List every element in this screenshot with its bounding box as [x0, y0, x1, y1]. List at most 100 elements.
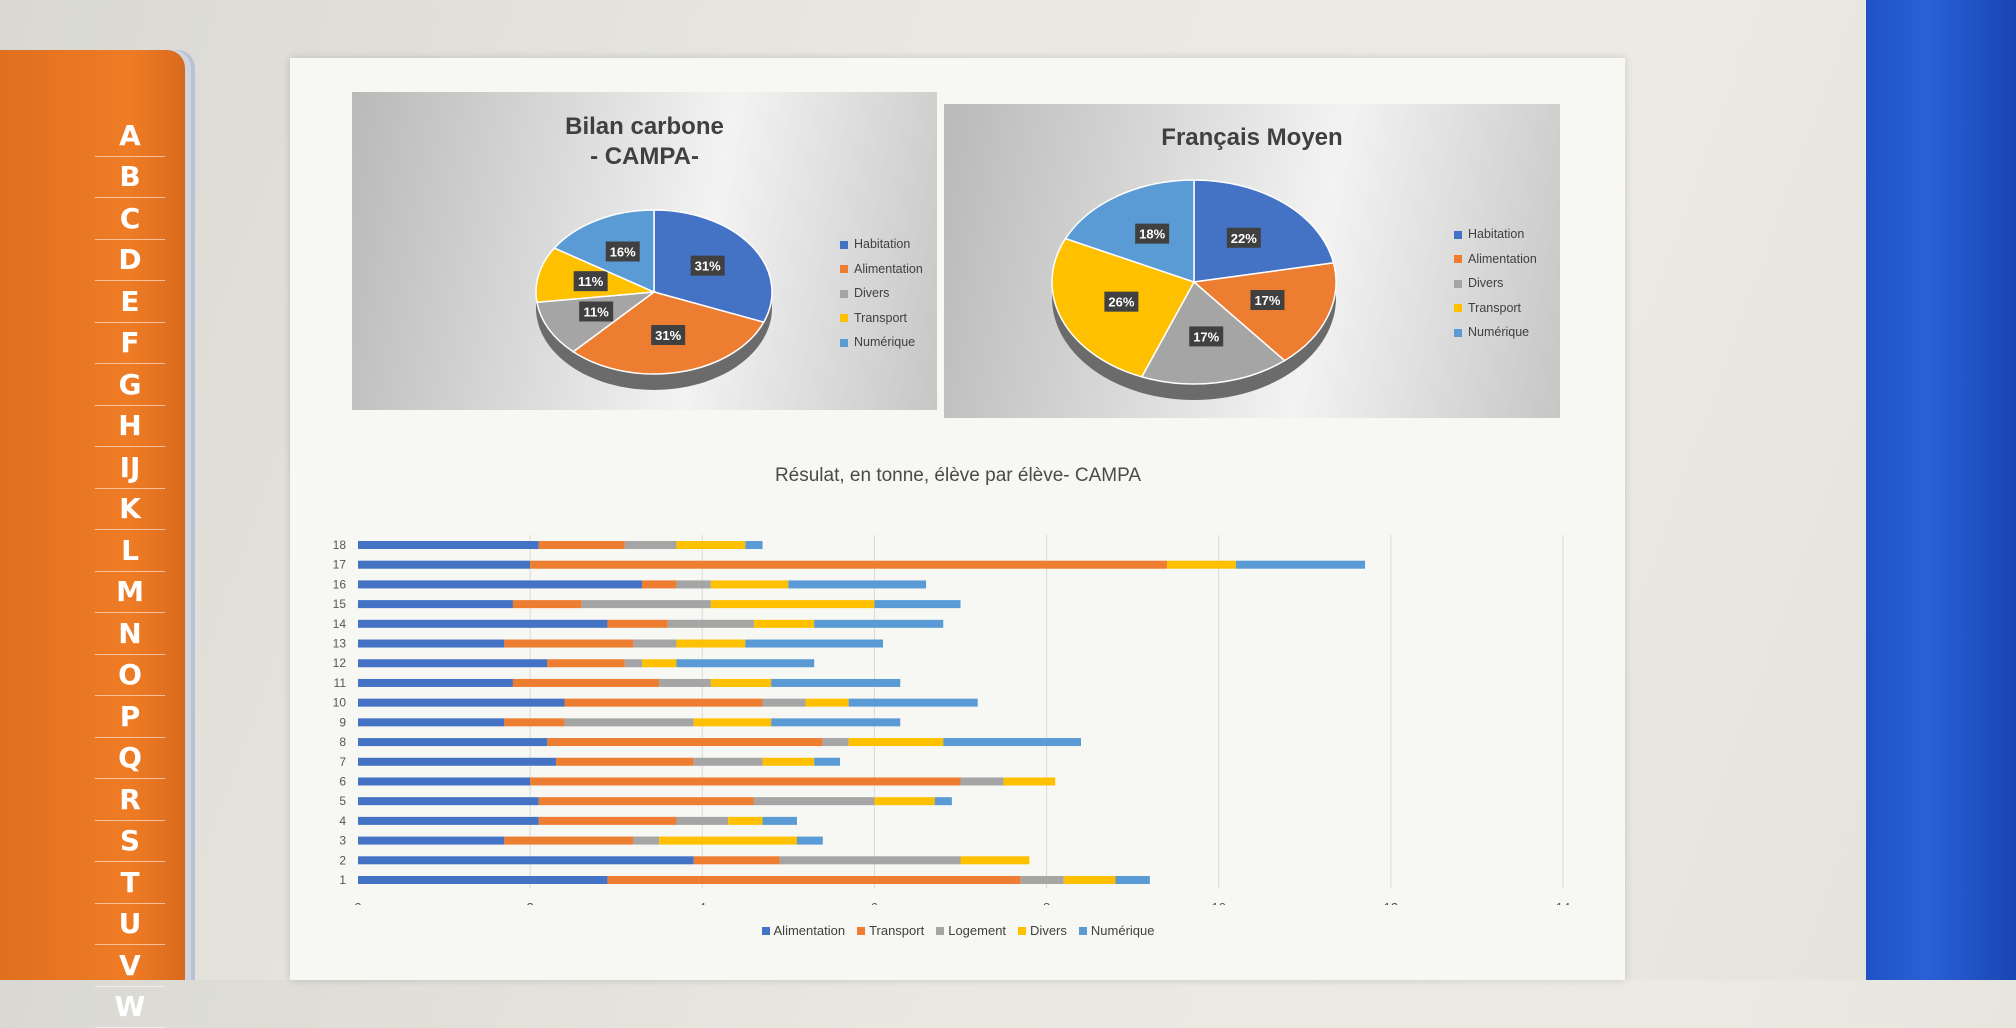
- bar-segment-logement: [668, 620, 754, 628]
- bar-segment-numérique: [771, 679, 900, 687]
- index-tab[interactable]: V: [95, 945, 165, 987]
- bar-segment-divers: [711, 679, 771, 687]
- bar-segment-divers: [676, 640, 745, 648]
- bar-segment-logement: [694, 758, 763, 766]
- legend-label: Habitation: [1468, 227, 1524, 241]
- bar-segment-divers: [642, 659, 676, 667]
- legend-item: Divers: [840, 281, 923, 306]
- index-tab[interactable]: W: [95, 987, 165, 1028]
- bar-segment-transport: [539, 797, 754, 805]
- bar-segment-alimentation: [358, 620, 608, 628]
- bar-segment-alimentation: [358, 876, 608, 884]
- legend-swatch: [840, 265, 848, 273]
- legend-item: Numérique: [840, 330, 923, 355]
- index-tab[interactable]: C: [95, 198, 165, 240]
- bar-legend-label: Logement: [948, 923, 1006, 938]
- pie-data-label: 17%: [1193, 329, 1219, 344]
- pie-chart-bilan-carbone: Bilan carbone - CAMPA- 31%31%11%11%16% H…: [352, 92, 937, 410]
- pie-data-label: 11%: [584, 304, 610, 319]
- bar-segment-numérique: [1115, 876, 1149, 884]
- legend-item: Transport: [1454, 296, 1537, 321]
- bar-segment-numérique: [874, 600, 960, 608]
- bar-segment-divers: [694, 718, 771, 726]
- bar-segment-alimentation: [358, 541, 539, 549]
- legend-swatch: [1454, 304, 1462, 312]
- bar-segment-transport: [556, 758, 694, 766]
- bar-segment-alimentation: [358, 561, 530, 569]
- index-tab[interactable]: F: [95, 323, 165, 365]
- bar-segment-logement: [633, 837, 659, 845]
- index-tab[interactable]: E: [95, 281, 165, 323]
- index-tab[interactable]: G: [95, 364, 165, 406]
- bar-segment-divers: [676, 541, 745, 549]
- bar-segment-alimentation: [358, 856, 694, 864]
- index-tab[interactable]: A: [95, 115, 165, 157]
- bar-segment-divers: [961, 856, 1030, 864]
- y-tick-label: 6: [339, 774, 346, 788]
- y-tick-label: 15: [333, 597, 347, 611]
- index-tab[interactable]: N: [95, 613, 165, 655]
- bar-segment-logement: [625, 659, 642, 667]
- x-tick-label: 2: [527, 900, 534, 905]
- bar-segment-numérique: [745, 541, 762, 549]
- bar-legend-item: Alimentation: [762, 923, 846, 938]
- bar-segment-alimentation: [358, 679, 513, 687]
- index-tab[interactable]: L: [95, 530, 165, 572]
- legend-item: Habitation: [1454, 222, 1537, 247]
- bar-segment-numérique: [763, 817, 797, 825]
- bar-segment-divers: [1167, 561, 1236, 569]
- y-tick-label: 10: [333, 696, 347, 710]
- index-tab[interactable]: K: [95, 489, 165, 531]
- bar-legend-label: Transport: [869, 923, 924, 938]
- legend-label: Alimentation: [1468, 252, 1537, 266]
- bar-legend-swatch: [936, 927, 944, 935]
- bar-segment-alimentation: [358, 659, 547, 667]
- bar-segment-transport: [504, 837, 633, 845]
- y-tick-label: 18: [333, 538, 347, 552]
- index-tab[interactable]: P: [95, 696, 165, 738]
- x-tick-label: 8: [1043, 900, 1050, 905]
- legend-label: Transport: [1468, 301, 1521, 315]
- legend-swatch: [840, 314, 848, 322]
- x-tick-label: 14: [1556, 900, 1570, 905]
- index-tab[interactable]: R: [95, 779, 165, 821]
- bar-segment-transport: [547, 738, 822, 746]
- bar-segment-logement: [582, 600, 711, 608]
- bar-segment-alimentation: [358, 837, 504, 845]
- index-tab[interactable]: Q: [95, 738, 165, 780]
- bar-chart-svg: 02468101214123456789101112131415161718: [318, 435, 1598, 905]
- bar-segment-numérique: [745, 640, 883, 648]
- bar-legend-item: Divers: [1018, 923, 1067, 938]
- bar-segment-alimentation: [358, 600, 513, 608]
- bar-legend-item: Numérique: [1079, 923, 1155, 938]
- bar-segment-logement: [659, 679, 711, 687]
- stacked-bar-chart: Résulat, en tonne, élève par élève- CAMP…: [318, 435, 1598, 965]
- legend-swatch: [840, 290, 848, 298]
- index-tab[interactable]: D: [95, 240, 165, 282]
- legend-label: Numérique: [1468, 325, 1529, 339]
- bar-segment-numérique: [935, 797, 952, 805]
- bar-segment-transport: [565, 699, 763, 707]
- bar-segment-transport: [608, 876, 1021, 884]
- index-tab[interactable]: B: [95, 157, 165, 199]
- index-tab[interactable]: U: [95, 904, 165, 946]
- bar-segment-numérique: [814, 758, 840, 766]
- bar-legend-label: Alimentation: [774, 923, 846, 938]
- bar-segment-logement: [625, 541, 677, 549]
- index-tab[interactable]: O: [95, 655, 165, 697]
- bar-segment-alimentation: [358, 699, 565, 707]
- index-tab[interactable]: M: [95, 572, 165, 614]
- index-tab[interactable]: T: [95, 862, 165, 904]
- bar-segment-logement: [565, 718, 694, 726]
- legend-item: Alimentation: [840, 257, 923, 282]
- bar-segment-transport: [504, 718, 564, 726]
- index-tab[interactable]: IJ: [95, 447, 165, 489]
- bar-segment-transport: [539, 817, 677, 825]
- x-tick-label: 12: [1384, 900, 1398, 905]
- index-tab[interactable]: S: [95, 821, 165, 863]
- legend-label: Divers: [854, 286, 889, 300]
- index-tab[interactable]: H: [95, 406, 165, 448]
